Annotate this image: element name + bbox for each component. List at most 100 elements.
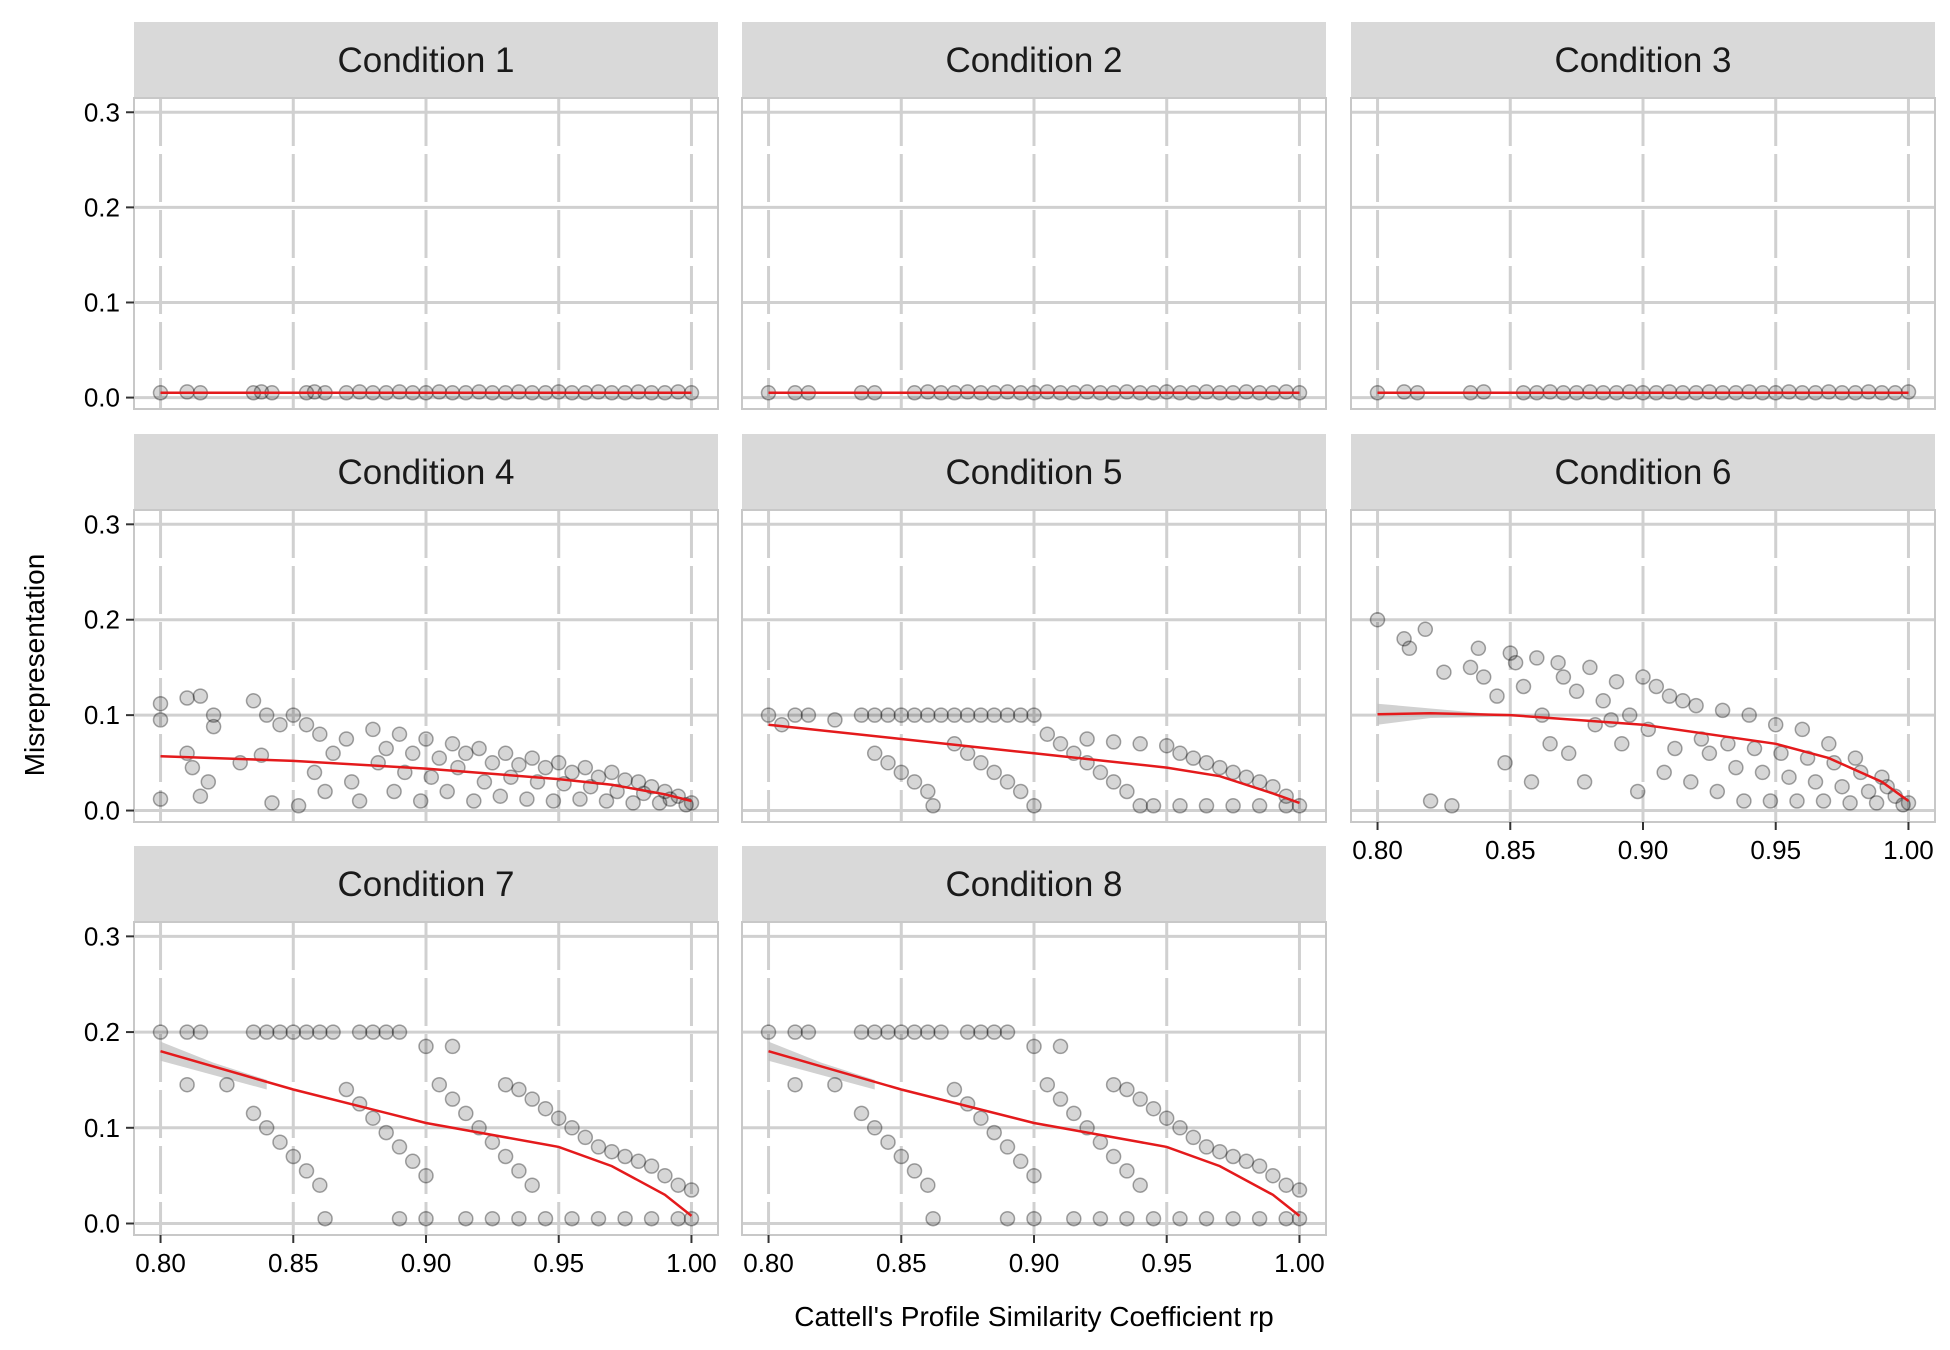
facet-panel: Condition 1 0.0 0.1 0.2 0.3 xyxy=(84,22,719,413)
data-point xyxy=(1052,1091,1069,1107)
data-point xyxy=(1629,783,1646,800)
data-point xyxy=(643,1210,660,1227)
data-point xyxy=(1603,712,1619,728)
facet-strip xyxy=(742,846,1326,922)
data-point xyxy=(179,690,195,706)
data-point xyxy=(1105,774,1122,790)
data-point xyxy=(920,783,936,800)
data-point xyxy=(670,1177,686,1193)
data-point xyxy=(343,774,360,790)
data-point xyxy=(1145,1100,1162,1117)
data-point xyxy=(973,1024,989,1040)
data-point xyxy=(1582,659,1598,676)
data-point xyxy=(1119,783,1135,800)
x-tick-label: 1.00 xyxy=(1274,1248,1325,1278)
data-point xyxy=(1066,1210,1082,1227)
facet-title: Condition 4 xyxy=(337,453,514,492)
x-tick-label: 0.95 xyxy=(533,1248,584,1278)
data-point xyxy=(550,755,567,771)
data-point xyxy=(317,1210,333,1227)
data-point xyxy=(1576,774,1593,790)
y-tick-label: 0.2 xyxy=(84,192,120,222)
y-tick-label: 0.1 xyxy=(84,1113,120,1143)
data-point xyxy=(906,707,923,723)
data-point xyxy=(192,788,209,804)
data-point xyxy=(245,1105,262,1122)
data-point xyxy=(1012,1153,1029,1170)
data-point xyxy=(290,798,307,814)
facet-title: Condition 5 xyxy=(945,453,1122,492)
data-point xyxy=(285,707,302,723)
data-point xyxy=(1860,783,1877,800)
facet-strip xyxy=(1351,434,1935,510)
data-point xyxy=(365,721,381,738)
x-tick-label: 0.85 xyxy=(876,1248,927,1278)
data-point xyxy=(152,791,169,807)
data-point xyxy=(511,1163,527,1179)
data-point xyxy=(1568,683,1585,700)
data-point xyxy=(1172,798,1188,814)
data-point xyxy=(1172,1120,1188,1136)
x-tick-label: 0.85 xyxy=(268,1248,319,1278)
data-point xyxy=(683,1182,700,1198)
data-point xyxy=(933,1024,949,1040)
data-point xyxy=(285,1024,302,1040)
data-point xyxy=(245,1024,262,1040)
facet-title: Condition 3 xyxy=(1554,41,1731,80)
data-point xyxy=(192,1024,209,1040)
data-point xyxy=(484,755,501,771)
data-point xyxy=(397,764,413,781)
data-point xyxy=(625,795,641,811)
data-point xyxy=(537,759,554,776)
data-point xyxy=(866,1120,883,1136)
data-point xyxy=(1608,673,1625,690)
data-point xyxy=(986,1024,1002,1040)
data-point xyxy=(444,1038,461,1055)
data-point xyxy=(1119,1210,1135,1227)
data-point xyxy=(1497,755,1513,771)
fit-line xyxy=(160,754,692,803)
data-point xyxy=(200,774,217,790)
data-point xyxy=(325,745,341,762)
data-point xyxy=(418,1038,434,1055)
data-point xyxy=(959,1024,976,1040)
data-point xyxy=(351,793,368,809)
data-point xyxy=(1767,716,1784,733)
data-point xyxy=(827,712,843,728)
data-point xyxy=(1158,737,1175,754)
data-point xyxy=(378,1024,394,1040)
data-point xyxy=(893,1148,910,1165)
data-point xyxy=(492,788,509,804)
data-point xyxy=(412,793,429,809)
y-tick-label: 0.0 xyxy=(84,1209,120,1239)
facet-panel: Condition 2 xyxy=(741,22,1327,410)
data-point xyxy=(590,1139,607,1155)
data-point xyxy=(986,707,1002,723)
data-point xyxy=(880,755,896,771)
fit-line xyxy=(1377,711,1910,803)
data-point xyxy=(1417,621,1434,638)
data-point xyxy=(1621,707,1638,723)
data-point xyxy=(1555,669,1572,685)
data-point xyxy=(564,1120,580,1136)
data-point xyxy=(1667,740,1683,757)
data-point xyxy=(617,772,633,788)
data-point xyxy=(439,783,455,800)
data-point xyxy=(651,795,668,811)
data-point xyxy=(1132,736,1148,752)
y-axis-title: Misrepresentation xyxy=(19,554,50,777)
data-point xyxy=(973,707,989,723)
data-point xyxy=(1198,1139,1215,1155)
data-point xyxy=(1614,736,1630,752)
data-point xyxy=(1105,1148,1122,1165)
data-point xyxy=(258,1120,275,1136)
data-point xyxy=(378,1124,394,1141)
data-point xyxy=(1052,736,1069,752)
data-point xyxy=(1436,664,1452,680)
data-point xyxy=(1212,1143,1228,1160)
data-point xyxy=(258,1024,275,1040)
data-point xyxy=(1656,764,1672,781)
y-tick-label: 0.2 xyxy=(84,1017,120,1047)
data-point xyxy=(760,707,777,723)
data-point xyxy=(1212,759,1228,776)
